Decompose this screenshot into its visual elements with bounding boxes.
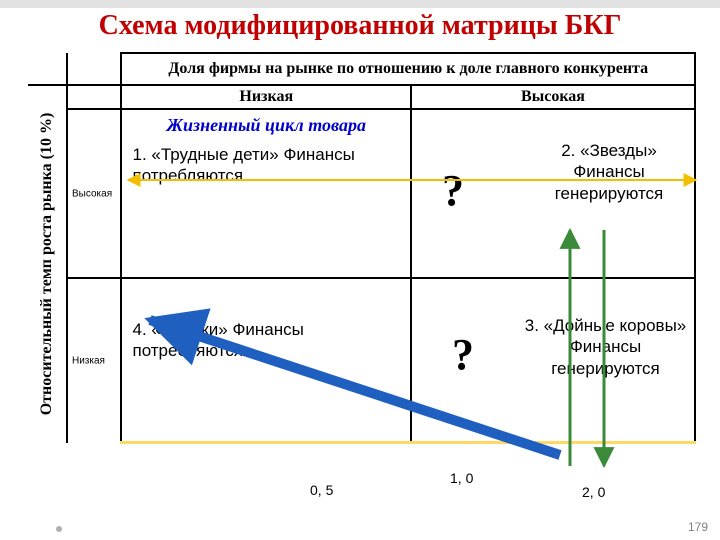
col-low: Низкая	[121, 85, 411, 109]
quadrant-1: Жизненный цикл товара 1. «Трудные дети» …	[121, 109, 411, 278]
corner-blank2	[67, 53, 121, 85]
q3-text: 3. «Дойные коровы» Финансы генерируются	[523, 315, 688, 379]
blank	[67, 85, 121, 109]
header-top: Доля фирмы на рынке по отношению к доле …	[121, 53, 695, 85]
quadrant-3: ? 3. «Дойные коровы» Финансы генерируютс…	[411, 278, 695, 443]
x-tick-2.0: 2, 0	[582, 484, 605, 500]
q3-mark: ?	[452, 329, 474, 380]
bcg-matrix-table: Доля фирмы на рынке по отношению к доле …	[28, 52, 696, 444]
lifecycle-label: Жизненный цикл товара	[132, 116, 400, 136]
decorative-topbar	[0, 0, 720, 8]
row-high-cell: Высокая	[67, 109, 121, 278]
row-low-label: Низкая	[72, 355, 116, 366]
q2-mark: ?	[442, 165, 464, 216]
q4-text: 4. «Собаки» Финансы потребляются	[132, 319, 400, 362]
x-tick-1.0: 1, 0	[450, 470, 473, 486]
q2-text: 2. «Звезды» Финансы генерируются	[534, 140, 684, 204]
row-high-label: Высокая	[72, 188, 116, 199]
row-low-cell: Низкая	[67, 278, 121, 443]
quadrant-4: 4. «Собаки» Финансы потребляются	[121, 278, 411, 443]
decorative-dot	[56, 526, 62, 532]
side-axis-label: Относительный темп роста рынка (10 %)	[38, 113, 56, 416]
q1-text: 1. «Трудные дети» Финансы потребляются	[132, 144, 400, 187]
corner-blank	[28, 53, 67, 85]
page-number: 179	[688, 520, 708, 534]
side-axis-cell: Относительный темп роста рынка (10 %)	[28, 85, 67, 443]
quadrant-2: ? 2. «Звезды» Финансы генерируются	[411, 109, 695, 278]
col-high: Высокая	[411, 85, 695, 109]
x-tick-0.5: 0, 5	[310, 482, 333, 498]
slide-title: Схема модифицированной матрицы БКГ	[0, 10, 720, 42]
